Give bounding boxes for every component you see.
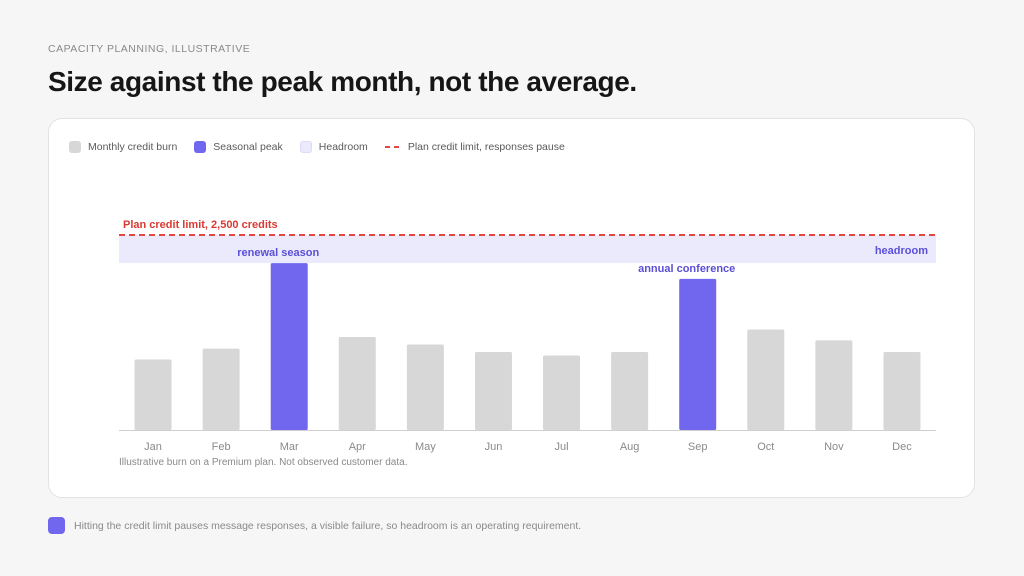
bar-sep [679, 278, 717, 430]
x-tick-mar: Mar [280, 441, 299, 453]
eyebrow: CAPACITY PLANNING, ILLUSTRATIVE [48, 43, 251, 55]
legend-label-seasonal-peak: Seasonal peak [213, 141, 283, 153]
footnote-marker [48, 517, 65, 534]
legend-item-seasonal-peak: Seasonal peak [194, 141, 283, 153]
x-tick-dec: Dec [892, 441, 912, 453]
annotation-sep: annual conference [638, 263, 735, 275]
x-tick-jun: Jun [485, 441, 503, 453]
bar-nov [815, 340, 853, 430]
legend-swatch-credit-limit [384, 146, 401, 148]
bar-dec [883, 352, 921, 430]
bar-jan [134, 359, 172, 430]
chart-note: Illustrative burn on a Premium plan. Not… [119, 457, 407, 468]
legend-label-monthly-burn: Monthly credit burn [88, 141, 178, 153]
headroom-label: headroom [875, 245, 928, 257]
x-tick-oct: Oct [757, 441, 774, 453]
legend-swatch-seasonal-peak [194, 141, 207, 153]
legend-swatch-monthly-burn [69, 141, 81, 153]
bar-jun [474, 352, 512, 430]
bar-apr [338, 336, 376, 430]
annotation-mar: renewal season [237, 247, 319, 259]
x-tick-may: May [415, 441, 436, 453]
bar-jul [543, 355, 581, 430]
x-tick-aug: Aug [620, 441, 640, 453]
legend-label-credit-limit: Plan credit limit, responses pause [407, 141, 565, 153]
legend-swatch-headroom [299, 141, 312, 153]
legend-label-headroom: Headroom [318, 141, 368, 153]
page-title: Size against the peak month, not the ave… [48, 66, 637, 97]
legend-item-headroom: Headroom [299, 141, 368, 153]
headroom-band [119, 235, 936, 264]
bar-mar [270, 263, 308, 430]
x-tick-nov: Nov [824, 441, 844, 453]
footnote: Hitting the credit limit pauses message … [48, 517, 581, 534]
footnote-text: Hitting the credit limit pauses message … [74, 519, 582, 532]
x-tick-jul: Jul [555, 441, 569, 453]
chart-legend: Monthly credit burn Seasonal peak Headro… [69, 141, 582, 153]
bar-may [406, 344, 444, 430]
x-tick-sep: Sep [688, 441, 708, 453]
x-tick-jan: Jan [144, 441, 162, 453]
bar-oct [747, 329, 785, 430]
x-tick-apr: Apr [349, 441, 366, 453]
chart-card: Monthly credit burn Seasonal peak Headro… [48, 118, 975, 498]
x-tick-feb: Feb [212, 441, 231, 453]
legend-item-monthly-burn: Monthly credit burn [69, 141, 177, 153]
limit-label: Plan credit limit, 2,500 credits [123, 219, 278, 231]
bar-feb [202, 348, 240, 430]
bar-aug [611, 352, 649, 430]
bar-chart: headroom Plan credit limit, 2,500 credit… [119, 219, 936, 468]
legend-item-credit-limit: Plan credit limit, responses pause [384, 141, 565, 153]
